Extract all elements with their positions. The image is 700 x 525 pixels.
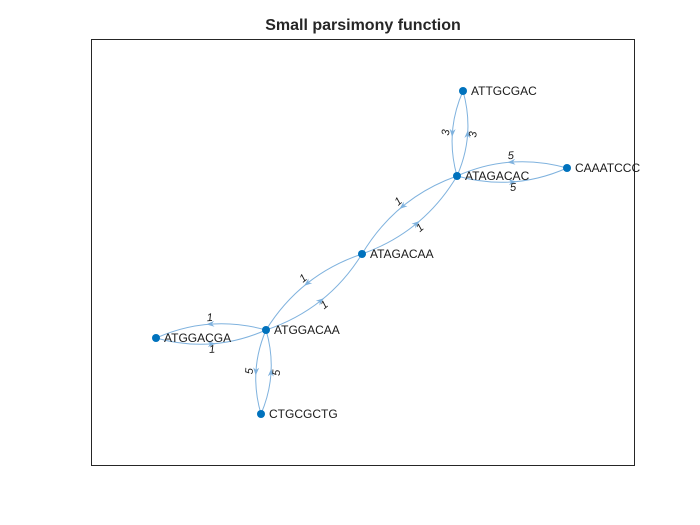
edge-weight-label: 1 <box>206 312 213 324</box>
node-atggacga: ATGGACGA <box>152 331 231 345</box>
node-label: ATGGACAA <box>274 323 340 337</box>
node-marker <box>459 87 467 95</box>
node-label: ATAGACAA <box>370 247 434 261</box>
node-atagacac: ATAGACAC <box>453 169 530 183</box>
node-atagacaa: ATAGACAA <box>358 247 434 261</box>
node-marker <box>262 326 270 334</box>
node-label: ATGGACGA <box>164 331 231 345</box>
node-label: CAAATCCC <box>575 161 640 175</box>
node-label: CTGCGCTG <box>269 407 338 421</box>
node-marker <box>453 172 461 180</box>
node-attgcgac: ATTGCGAC <box>459 84 537 98</box>
node-label: ATAGACAC <box>465 169 530 183</box>
node-marker <box>358 250 366 258</box>
node-marker <box>152 334 160 342</box>
node-ctgcgctg: CTGCGCTG <box>257 407 338 421</box>
node-atggacaa: ATGGACAA <box>262 323 340 337</box>
edge-weight-label: 1 <box>209 344 216 356</box>
node-label: ATTGCGAC <box>471 84 537 98</box>
node-caaatccc: CAAATCCC <box>563 161 640 175</box>
chart-title: Small parsimony function <box>265 17 461 34</box>
node-marker <box>257 410 265 418</box>
node-marker <box>563 164 571 172</box>
